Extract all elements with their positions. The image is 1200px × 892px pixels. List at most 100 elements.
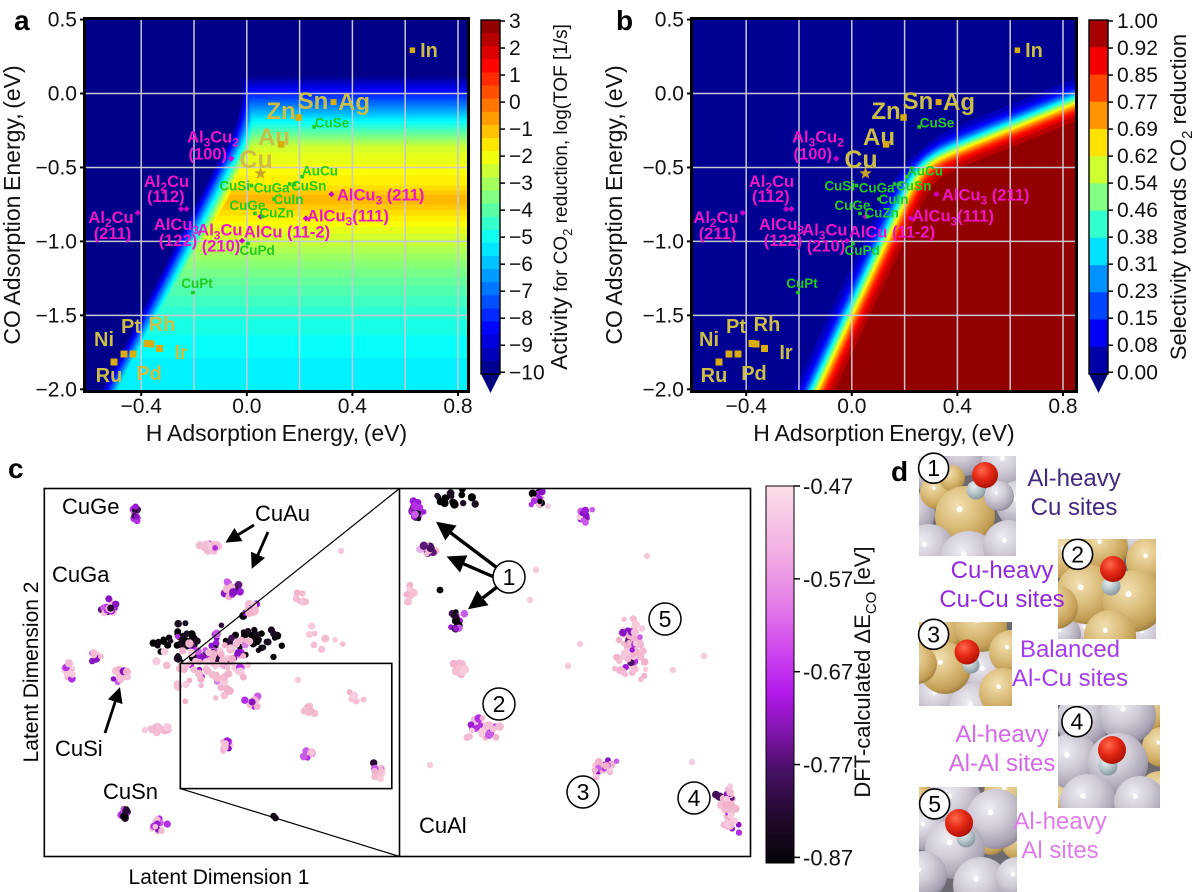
svg-text:(211): (211) [94,225,132,243]
svg-text:CuGe: CuGe [834,198,870,213]
svg-text:Cu: Cu [844,146,877,174]
svg-text:0.0: 0.0 [837,395,866,418]
svg-text:Ru: Ru [701,365,728,387]
svg-text:CuZn: CuZn [864,206,899,221]
svg-text:0.0: 0.0 [48,83,77,106]
svg-text:0.5: 0.5 [655,9,684,32]
svg-text:Al2Cu: Al2Cu [88,209,133,230]
svg-text:CuAl: CuAl [419,813,467,838]
svg-text:CuSi: CuSi [55,736,103,761]
svg-text:CuGe: CuGe [229,198,265,213]
svg-text:CuIn: CuIn [274,192,304,207]
svg-text:−6: −6 [509,253,533,276]
svg-text:AlCu3: AlCu3 [759,216,805,237]
svg-text:(122): (122) [764,232,803,250]
svg-text:Al3Cu: Al3Cu [197,222,242,243]
svg-text:CuGa: CuGa [254,181,290,196]
svg-text:0.38: 0.38 [1117,226,1158,249]
svg-text:(100): (100) [189,146,228,164]
svg-text:Al-heavy: Al-heavy [955,721,1048,748]
svg-text:0.23: 0.23 [1117,280,1158,303]
svg-text:CuSn: CuSn [291,179,326,194]
svg-text:H Adsorption Energy, (eV): H Adsorption Energy, (eV) [146,420,407,446]
svg-text:−2.0: −2.0 [36,378,77,401]
svg-text:-0.87: -0.87 [803,845,853,870]
svg-text:(100): (100) [794,146,833,164]
svg-text:Zn: Zn [266,98,295,125]
svg-text:0.69: 0.69 [1117,118,1158,141]
svg-text:0.4: 0.4 [943,395,973,418]
svg-text:0.62: 0.62 [1117,145,1158,168]
svg-text:−9: −9 [509,334,533,357]
svg-text:Ni: Ni [94,329,114,351]
svg-text:Zn: Zn [871,98,900,125]
svg-text:−1.0: −1.0 [36,230,77,253]
svg-text:Al-heavy: Al-heavy [1027,465,1120,492]
svg-text:0.8: 0.8 [443,395,472,418]
svg-text:3: 3 [509,10,521,33]
svg-text:AlCu3(111): AlCu3(111) [307,208,389,229]
svg-text:4: 4 [1071,709,1084,735]
svg-text:Ni: Ni [699,329,719,351]
svg-text:CuSe: CuSe [920,116,955,131]
svg-text:CuZn: CuZn [259,206,294,221]
svg-text:Al2Cu: Al2Cu [693,209,738,230]
svg-text:Al3Cu2: Al3Cu2 [187,129,239,150]
svg-text:Al-heavy: Al-heavy [1013,808,1106,835]
svg-text:Activity for CO2 reduction, lo: Activity for CO2 reduction, log(TOF [1/s… [546,24,575,370]
svg-text:−1.5: −1.5 [36,304,77,327]
svg-text:Au: Au [258,124,290,151]
svg-text:CuIn: CuIn [879,192,909,207]
svg-text:2: 2 [1071,541,1084,567]
svg-text:c: c [8,453,24,484]
svg-text:0.8: 0.8 [1048,395,1077,418]
svg-text:Sn: Sn [903,88,934,115]
svg-text:−5: −5 [509,226,533,249]
svg-text:−2.0: −2.0 [643,378,684,401]
svg-text:Latent Dimension 1: Latent Dimension 1 [129,866,310,889]
svg-text:Al2Cu: Al2Cu [144,173,189,194]
svg-text:1: 1 [503,564,516,590]
svg-text:AlCu (11-2): AlCu (11-2) [244,224,330,242]
svg-text:1.00: 1.00 [1117,10,1158,33]
svg-text:AuCu: AuCu [302,164,338,179]
svg-text:Latent Dimension 2: Latent Dimension 2 [20,582,43,763]
svg-text:Pt: Pt [726,316,746,338]
svg-text:In: In [420,40,438,62]
svg-text:Pd: Pd [136,363,162,385]
svg-text:-0.47: -0.47 [803,474,853,499]
svg-text:Al3Cu: Al3Cu [802,222,847,243]
svg-text:−3: −3 [509,172,533,195]
svg-text:CuSn: CuSn [103,779,158,804]
svg-text:Pt: Pt [121,316,141,338]
svg-text:0.92: 0.92 [1117,37,1158,60]
svg-text:Ag: Ag [338,89,370,116]
svg-text:Ag: Ag [943,89,975,116]
svg-text:Rh: Rh [149,314,176,336]
svg-text:d: d [891,456,908,487]
svg-text:CuAu: CuAu [255,501,310,526]
svg-text:0.77: 0.77 [1117,91,1158,114]
svg-text:(112): (112) [752,188,790,206]
svg-text:0.0: 0.0 [232,395,261,418]
svg-text:-0.57: -0.57 [803,567,853,592]
svg-text:Cu-Cu sites: Cu-Cu sites [939,586,1064,613]
svg-text:0: 0 [509,91,521,114]
svg-text:-0.67: -0.67 [803,660,853,685]
svg-text:CuSe: CuSe [315,116,350,131]
svg-text:(211): (211) [699,225,737,243]
svg-text:0.31: 0.31 [1117,253,1158,276]
svg-text:CuPt: CuPt [786,276,818,291]
svg-text:0.5: 0.5 [48,9,77,32]
svg-text:−4: −4 [509,199,533,222]
svg-text:a: a [14,5,30,36]
svg-text:0.85: 0.85 [1117,64,1158,87]
svg-text:Al-Al sites: Al-Al sites [949,750,1056,777]
svg-text:−2: −2 [509,145,533,168]
svg-text:CO Adsorption Energy, (eV): CO Adsorption Energy, (eV) [601,65,627,344]
svg-text:2: 2 [493,691,506,717]
svg-text:1: 1 [509,64,521,87]
svg-text:DFT-calculated ΔECO [eV]: DFT-calculated ΔECO [eV] [850,546,880,797]
svg-text:5: 5 [659,606,672,632]
svg-text:Selectivity towards CO2 reduct: Selectivity towards CO2 reduction [1166,34,1196,360]
